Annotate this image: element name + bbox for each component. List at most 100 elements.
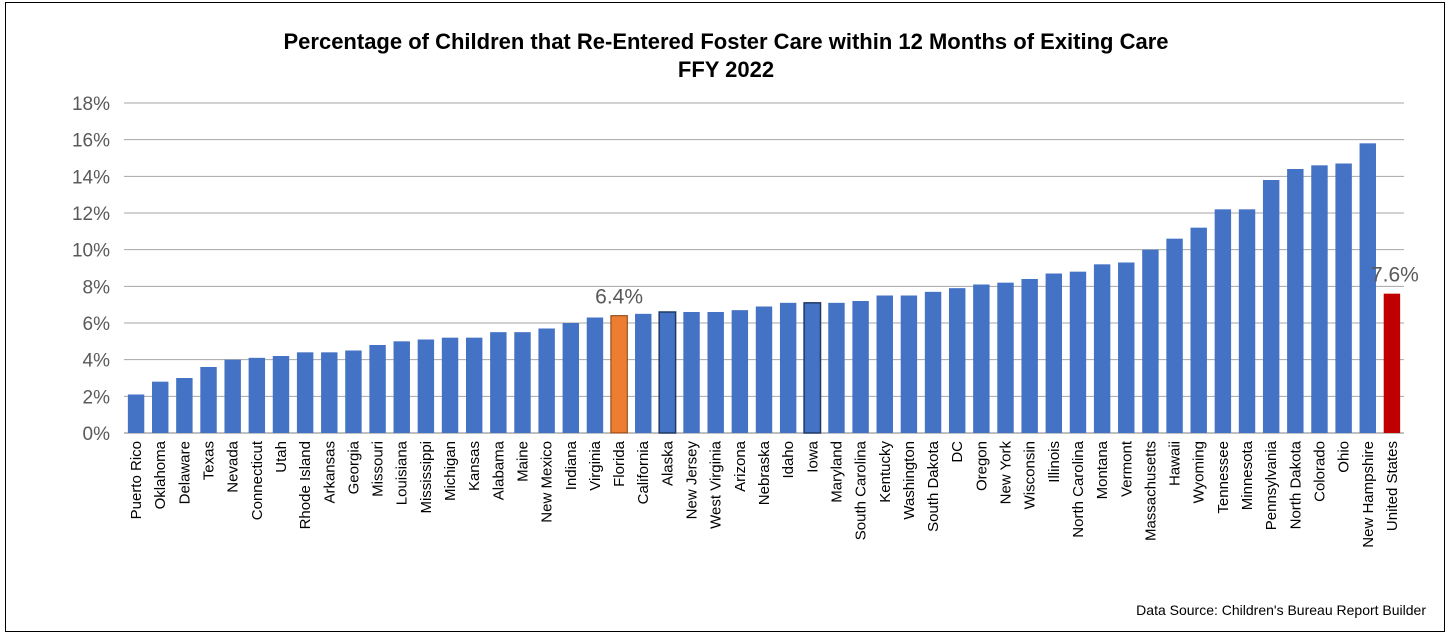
- y-tick-label: 14%: [72, 167, 110, 188]
- x-tick-label: Wisconsin: [1022, 441, 1039, 509]
- x-tick-label: Hawaii: [1167, 441, 1184, 486]
- bar: [610, 315, 628, 434]
- x-tick-label: Vermont: [1118, 440, 1135, 497]
- x-tick-label: Delaware: [176, 441, 193, 504]
- bar: [586, 317, 604, 433]
- bar: [924, 291, 942, 433]
- bar: [200, 367, 217, 433]
- chart-frame: Percentage of Children that Re-Entered F…: [5, 2, 1445, 632]
- bar: [1118, 262, 1135, 433]
- x-tick-label: Kentucky: [877, 441, 894, 503]
- x-tick-label: Illinois: [1046, 441, 1063, 483]
- bar: [1190, 227, 1207, 433]
- bar: [345, 350, 362, 433]
- x-tick-label: Washington: [901, 441, 918, 520]
- bar: [369, 345, 386, 433]
- x-tick-label: Iowa: [804, 440, 821, 472]
- bar: [635, 313, 652, 433]
- x-tick-label: DC: [949, 441, 966, 463]
- bar: [465, 337, 483, 433]
- x-tick-label: North Dakota: [1287, 440, 1304, 529]
- bar: [1335, 163, 1352, 433]
- bar: [973, 284, 990, 433]
- bar: [1359, 143, 1376, 434]
- bar: [248, 357, 266, 433]
- bar: [296, 352, 314, 433]
- x-tick-label: Connecticut: [249, 440, 266, 520]
- x-tick-label: North Carolina: [1070, 440, 1087, 537]
- bar: [1383, 293, 1401, 433]
- x-tick-label: Kansas: [466, 441, 483, 491]
- bar: [779, 302, 797, 433]
- bar: [441, 337, 459, 433]
- x-tick-label: United States: [1384, 441, 1401, 531]
- y-tick-label: 4%: [83, 351, 111, 372]
- bar: [514, 332, 531, 433]
- chart-subtitle: FFY 2022: [678, 57, 774, 82]
- x-tick-label: Texas: [201, 441, 218, 480]
- data-label: 6.4%: [595, 286, 643, 309]
- y-tick-label: 6%: [83, 314, 111, 335]
- x-axis-labels: Puerto Rico Oklahoma Delaware Texas Nevada Co…: [128, 440, 1401, 548]
- bar: [417, 339, 435, 433]
- bar: [948, 288, 966, 433]
- bar: [828, 302, 845, 433]
- bar: [876, 295, 893, 433]
- x-tick-label: Pennsylvania: [1263, 440, 1280, 530]
- bar: [490, 332, 507, 433]
- x-tick-label: California: [635, 440, 652, 504]
- x-tick-label: Maine: [514, 441, 531, 482]
- data-labels: 6.4% 7.6%: [595, 264, 1419, 309]
- bar-chart: Percentage of Children that Re-Entered F…: [72, 29, 1426, 618]
- x-tick-label: South Dakota: [925, 440, 942, 532]
- y-tick-label: 2%: [83, 387, 111, 408]
- x-tick-label: Louisiana: [394, 440, 411, 505]
- y-tick-label: 12%: [72, 204, 110, 225]
- bar: [1262, 180, 1280, 433]
- x-tick-label: Alaska: [659, 440, 676, 486]
- x-tick-label: Massachusetts: [1142, 441, 1159, 541]
- bar: [1166, 238, 1183, 433]
- x-tick-label: Maryland: [828, 441, 845, 503]
- bar: [658, 311, 677, 434]
- bar: [900, 295, 918, 433]
- bar: [755, 306, 773, 433]
- x-tick-label: South Carolina: [853, 440, 870, 540]
- x-tick-label: Arkansas: [321, 441, 338, 504]
- x-tick-label: Oregon: [973, 441, 990, 491]
- y-tick-label: 10%: [72, 241, 110, 262]
- bar: [562, 323, 580, 433]
- bar: [1238, 209, 1256, 433]
- x-tick-label: Wyoming: [1191, 441, 1208, 503]
- bar: [997, 282, 1014, 433]
- x-tick-label: Mississippi: [418, 441, 435, 514]
- x-tick-label: Minnesota: [1239, 440, 1256, 510]
- x-tick-label: Alabama: [490, 440, 507, 500]
- x-tick-label: New Jersey: [684, 441, 701, 520]
- x-tick-label: Montana: [1094, 440, 1111, 499]
- bar: [1021, 279, 1038, 433]
- x-tick-label: Colorado: [1311, 441, 1328, 502]
- bar: [224, 359, 241, 433]
- chart-title: Percentage of Children that Re-Entered F…: [283, 29, 1168, 54]
- bar: [683, 312, 700, 433]
- x-tick-label: Idaho: [780, 441, 797, 479]
- bar: [272, 356, 290, 433]
- x-tick-label: Nebraska: [756, 440, 773, 505]
- x-tick-label: Florida: [611, 440, 628, 487]
- data-label: 7.6%: [1371, 264, 1419, 287]
- bar: [852, 301, 869, 433]
- x-tick-label: Rhode Island: [297, 441, 314, 529]
- x-tick-label: Michigan: [442, 441, 459, 501]
- bar: [1142, 249, 1159, 433]
- y-axis-ticks: 0% 2% 4% 6% 8% 10% 12% 14% 16% 18%: [72, 94, 110, 445]
- x-tick-label: New Mexico: [539, 441, 556, 523]
- bar: [803, 302, 822, 434]
- x-tick-label: New Hampshire: [1360, 441, 1377, 548]
- x-tick-label: Utah: [273, 441, 290, 473]
- bar: [1069, 271, 1087, 433]
- y-tick-label: 8%: [83, 277, 111, 298]
- y-tick-label: 0%: [83, 424, 111, 445]
- bar: [1311, 165, 1328, 434]
- x-tick-label: New York: [998, 441, 1015, 505]
